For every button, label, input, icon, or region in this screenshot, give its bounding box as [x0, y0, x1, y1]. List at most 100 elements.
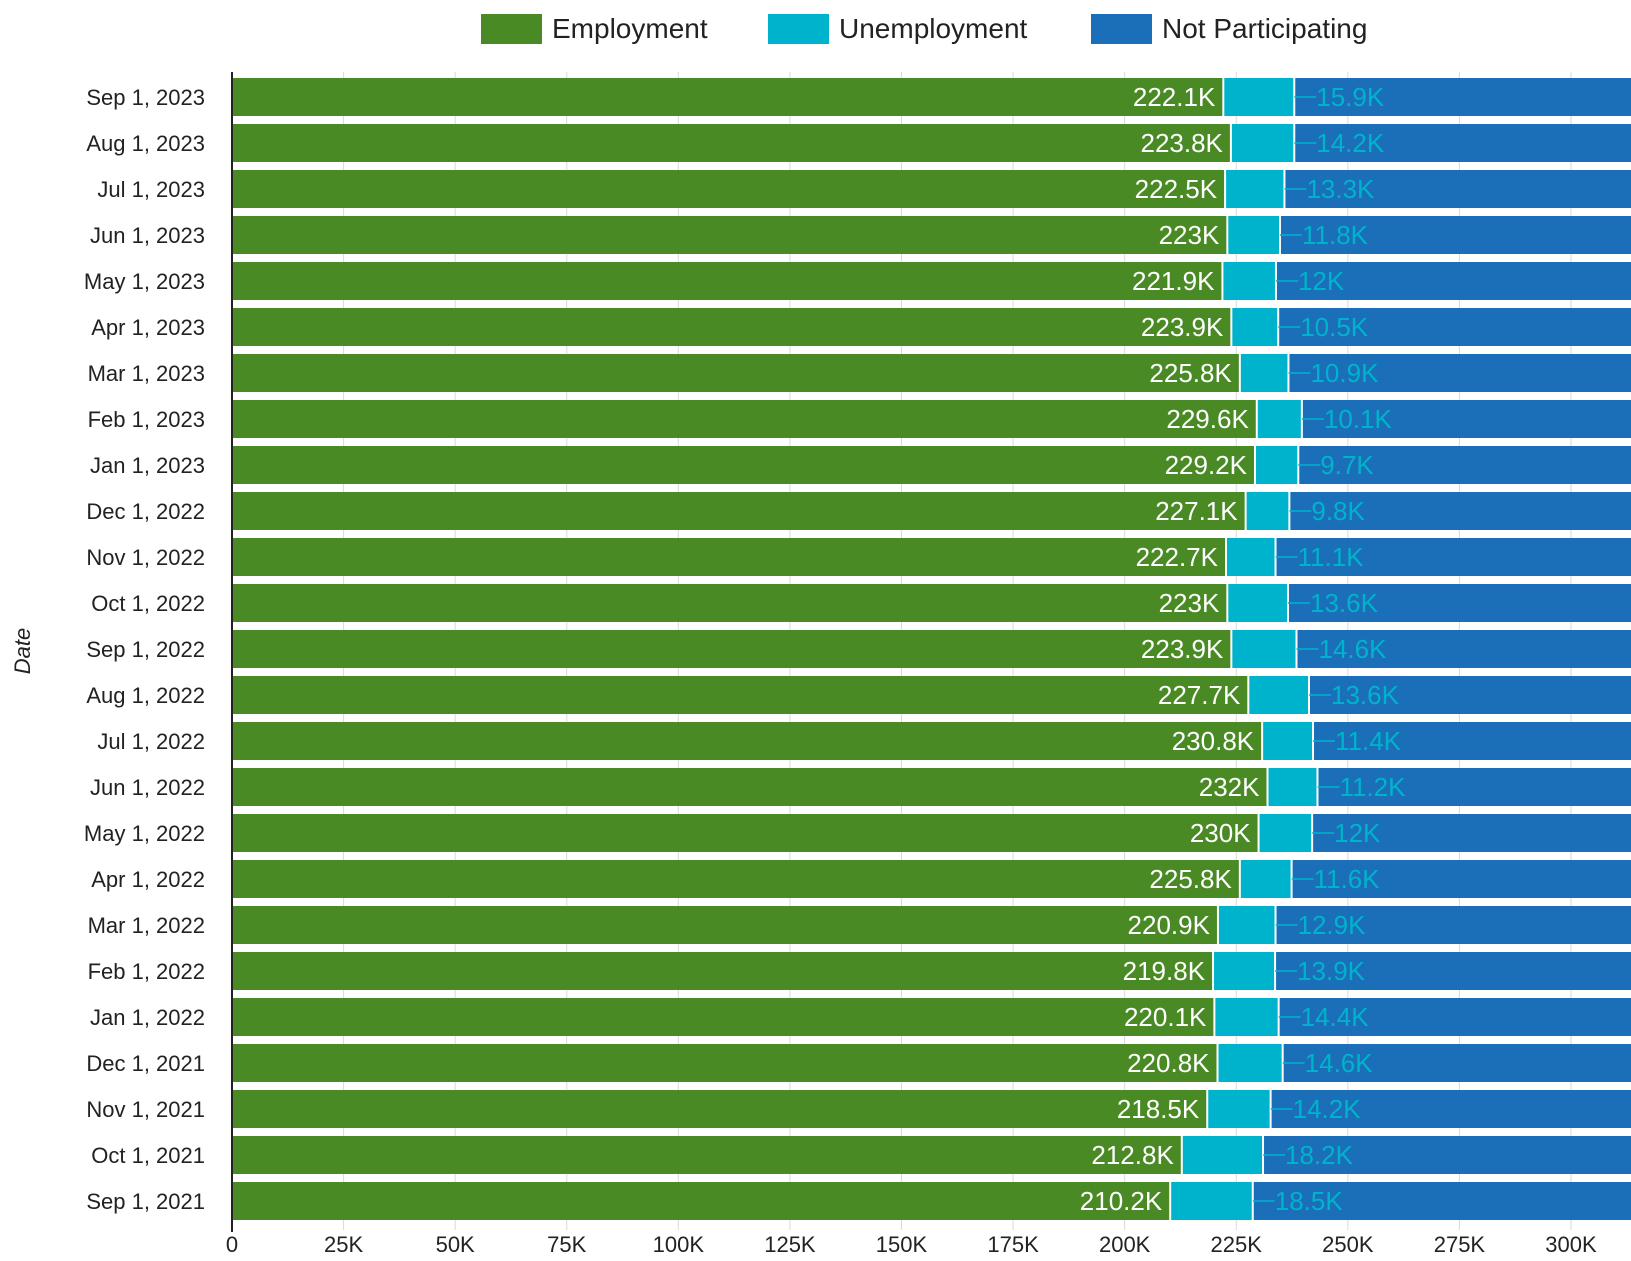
- bar-not-participating: [1275, 952, 1631, 990]
- data-label-unemployment: 10.1K: [1324, 404, 1393, 434]
- data-label-unemployment: 14.6K: [1305, 1048, 1374, 1078]
- bar-not-participating: [1284, 170, 1631, 208]
- data-label-unemployment: 14.6K: [1319, 634, 1388, 664]
- data-label-employment: 230K: [1190, 818, 1251, 848]
- bar-unemployment: [1181, 1136, 1264, 1174]
- data-label-unemployment: 13.6K: [1331, 680, 1400, 710]
- y-tick-label: Dec 1, 2022: [86, 499, 205, 524]
- y-tick-label: Jun 1, 2022: [90, 775, 205, 800]
- y-tick-label: Sep 1, 2023: [86, 85, 205, 110]
- x-tick-label: 150K: [876, 1232, 928, 1257]
- data-label-unemployment: 9.7K: [1320, 450, 1374, 480]
- bar-employment: [232, 1182, 1171, 1220]
- bar-employment: [232, 1090, 1208, 1128]
- bar-not-participating: [1313, 722, 1631, 760]
- bar-unemployment: [1258, 814, 1313, 852]
- y-tick-label: Apr 1, 2023: [91, 315, 205, 340]
- data-label-unemployment: 11.1K: [1298, 542, 1365, 572]
- bar-not-participating: [1301, 400, 1631, 438]
- bar-employment: [232, 216, 1228, 254]
- data-label-employment: 230.8K: [1172, 726, 1255, 756]
- bar-not-participating: [1275, 538, 1631, 576]
- y-tick-label: Jan 1, 2022: [90, 1005, 205, 1030]
- bar-not-participating: [1288, 584, 1631, 622]
- data-label-unemployment: 13.6K: [1310, 588, 1379, 618]
- bar-not-participating: [1275, 262, 1631, 300]
- y-tick-label: Oct 1, 2022: [91, 591, 205, 616]
- bar-unemployment: [1239, 354, 1289, 392]
- bar-employment: [232, 400, 1257, 438]
- bar-not-participating: [1263, 1136, 1631, 1174]
- bar-employment: [232, 998, 1215, 1036]
- bar-not-participating: [1279, 216, 1631, 254]
- y-tick-label: Nov 1, 2021: [86, 1097, 205, 1122]
- bar-unemployment: [1207, 1090, 1271, 1128]
- data-label-unemployment: 11.4K: [1335, 726, 1402, 756]
- bar-employment: [232, 308, 1232, 346]
- data-label-employment: 223K: [1159, 220, 1220, 250]
- data-label-unemployment: 13.3K: [1306, 174, 1375, 204]
- bar-not-participating: [1317, 768, 1631, 806]
- bar-employment: [232, 446, 1255, 484]
- bar-unemployment: [1262, 722, 1314, 760]
- legend-swatch-2: [1091, 14, 1152, 44]
- bar-not-participating: [1252, 1182, 1631, 1220]
- data-label-unemployment: 18.2K: [1285, 1140, 1354, 1170]
- x-tick-label: 125K: [764, 1232, 816, 1257]
- y-tick-label: Jul 1, 2022: [97, 729, 205, 754]
- data-label-employment: 223K: [1159, 588, 1220, 618]
- bar-not-participating: [1309, 676, 1631, 714]
- bar-employment: [232, 906, 1218, 944]
- bar-unemployment: [1245, 492, 1290, 530]
- data-label-employment: 219.8K: [1123, 956, 1206, 986]
- bar-unemployment: [1217, 1044, 1283, 1082]
- y-tick-label: Oct 1, 2021: [91, 1143, 205, 1168]
- bar-unemployment: [1214, 998, 1279, 1036]
- data-label-unemployment: 12K: [1298, 266, 1345, 296]
- x-tick-label: 25K: [324, 1232, 363, 1257]
- data-label-unemployment: 14.2K: [1316, 128, 1385, 158]
- x-tick-label: 250K: [1322, 1232, 1374, 1257]
- bar-unemployment: [1230, 124, 1295, 162]
- y-tick-label: May 1, 2022: [84, 821, 205, 846]
- bar-not-participating: [1278, 998, 1631, 1036]
- bar-not-participating: [1270, 1090, 1631, 1128]
- data-label-unemployment: 11.8K: [1302, 220, 1369, 250]
- bar-employment: [232, 78, 1224, 116]
- legend: Employment Unemployment Not Participating: [481, 13, 1367, 44]
- data-label-unemployment: 10.5K: [1300, 312, 1369, 342]
- bar-unemployment: [1227, 584, 1289, 622]
- bar-unemployment: [1223, 78, 1295, 116]
- bar-employment: [232, 584, 1228, 622]
- bar-unemployment: [1256, 400, 1302, 438]
- data-label-employment: 220.1K: [1124, 1002, 1207, 1032]
- bar-not-participating: [1291, 860, 1631, 898]
- bar-employment: [232, 354, 1240, 392]
- y-axis-label: Date: [10, 628, 35, 674]
- bar-employment: [232, 170, 1226, 208]
- legend-swatch-1: [768, 14, 829, 44]
- legend-label-1: Unemployment: [839, 13, 1028, 44]
- y-tick-label: Mar 1, 2022: [88, 913, 205, 938]
- bar-employment: [232, 492, 1246, 530]
- data-label-employment: 227.1K: [1155, 496, 1238, 526]
- y-tick-label: Aug 1, 2022: [86, 683, 205, 708]
- data-label-unemployment: 14.4K: [1301, 1002, 1370, 1032]
- data-label-unemployment: 11.6K: [1314, 864, 1381, 894]
- bar-unemployment: [1239, 860, 1292, 898]
- bar-employment: [232, 124, 1231, 162]
- data-label-unemployment: 10.9K: [1310, 358, 1379, 388]
- y-tick-label: Sep 1, 2022: [86, 637, 205, 662]
- data-label-employment: 232K: [1199, 772, 1260, 802]
- data-label-employment: 222.7K: [1136, 542, 1219, 572]
- bar-not-participating: [1275, 906, 1631, 944]
- bar-unemployment: [1231, 308, 1279, 346]
- data-label-employment: 222.1K: [1133, 82, 1216, 112]
- y-tick-label: Jan 1, 2023: [90, 453, 205, 478]
- y-tick-label: Sep 1, 2021: [86, 1189, 205, 1214]
- x-tick-label: 0: [226, 1232, 238, 1257]
- x-tick-label: 175K: [987, 1232, 1039, 1257]
- bar-not-participating: [1282, 1044, 1631, 1082]
- bar-unemployment: [1213, 952, 1276, 990]
- bar-not-participating: [1294, 124, 1631, 162]
